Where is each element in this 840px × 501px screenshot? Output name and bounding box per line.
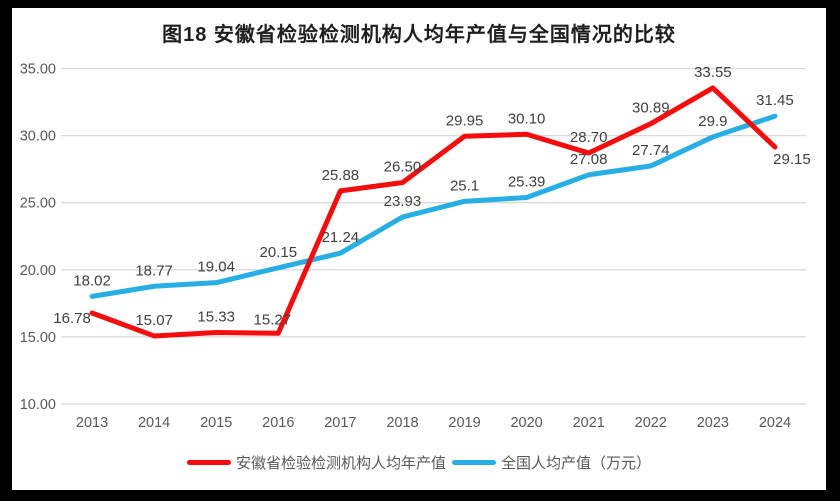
- y-axis-tick-label: 20.00: [20, 263, 56, 279]
- data-label: 19.04: [197, 259, 235, 276]
- data-label: 18.02: [73, 272, 111, 289]
- x-axis-tick-label: 2014: [138, 415, 170, 431]
- y-axis-tick-label: 25.00: [20, 196, 56, 212]
- x-axis-tick-label: 2018: [386, 415, 418, 431]
- data-label: 26.50: [384, 159, 422, 176]
- data-label: 23.93: [384, 193, 422, 210]
- data-label: 27.08: [570, 151, 608, 168]
- legend: 安徽省检验检测机构人均年产值 全国人均产值（万元）: [12, 452, 826, 473]
- x-axis-tick-label: 2024: [759, 415, 791, 431]
- y-axis-tick-label: 35.00: [20, 62, 56, 78]
- x-axis-tick-label: 2015: [200, 415, 232, 431]
- x-axis-tick-label: 2021: [573, 415, 605, 431]
- x-axis-tick-label: 2023: [697, 415, 729, 431]
- national-series-line: [89, 113, 778, 299]
- y-axis-tick-label: 10.00: [20, 397, 56, 413]
- anhui-series-line: [89, 85, 778, 339]
- data-label: 20.15: [260, 244, 298, 261]
- x-axis-tick-label: 2020: [510, 415, 542, 431]
- legend-label-national: 全国人均产值（万元）: [501, 455, 652, 472]
- data-label: 21.24: [322, 229, 360, 246]
- data-label: 29.15: [773, 151, 811, 168]
- y-axis-tick-label: 30.00: [20, 129, 56, 145]
- data-label: 16.78: [53, 310, 91, 327]
- x-axis-tick-label: 2017: [324, 415, 356, 431]
- chart-title: 图18 安徽省检验检测机构人均年产值与全国情况的比较: [162, 24, 676, 46]
- data-label: 29.9: [698, 113, 727, 130]
- data-label: 27.74: [632, 142, 670, 159]
- x-axis-tick-label: 2019: [448, 415, 480, 431]
- y-axis-tick-label: 15.00: [20, 330, 56, 346]
- data-label: 28.70: [570, 129, 608, 146]
- data-label: 15.07: [135, 312, 173, 329]
- legend-label-anhui: 安徽省检验检测机构人均年产值: [235, 455, 446, 472]
- data-label: 33.55: [694, 64, 732, 81]
- data-label: 29.95: [446, 112, 484, 129]
- legend-item-national: 全国人均产值（万元）: [452, 452, 651, 473]
- data-label: 15.27: [254, 311, 292, 328]
- x-axis-tick-label: 2022: [635, 415, 667, 431]
- national-series-swatch: [452, 460, 496, 465]
- x-axis-tick-label: 2016: [262, 415, 294, 431]
- data-label: 15.33: [197, 308, 235, 325]
- x-axis-tick-label: 2013: [76, 415, 108, 431]
- data-label: 25.1: [450, 177, 479, 194]
- data-label: 30.10: [508, 110, 546, 127]
- legend-item-anhui: 安徽省检验检测机构人均年产值: [186, 452, 446, 473]
- anhui-series-swatch: [186, 460, 231, 465]
- data-label: 31.45: [756, 92, 794, 109]
- data-label: 18.77: [135, 262, 173, 279]
- chart-frame: 图18 安徽省检验检测机构人均年产值与全国情况的比较 安徽省检验检测机构人均年产…: [12, 8, 826, 490]
- data-label: 30.89: [632, 100, 670, 117]
- data-label: 25.39: [508, 173, 546, 190]
- data-label: 25.88: [322, 167, 360, 184]
